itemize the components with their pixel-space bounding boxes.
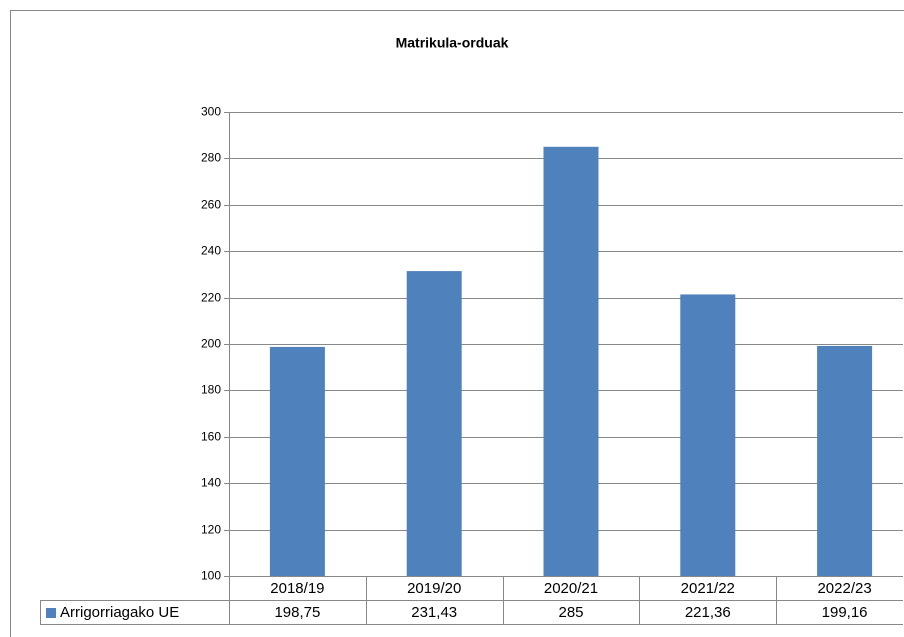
y-tick-label: 220 bbox=[201, 291, 221, 305]
data-table-value: 285 bbox=[558, 604, 583, 621]
x-tick-label: 2022/23 bbox=[817, 580, 871, 597]
x-tick-label: 2019/20 bbox=[407, 580, 461, 597]
y-tick-label: 240 bbox=[201, 244, 221, 258]
data-table-value: 221,36 bbox=[685, 604, 731, 621]
bar bbox=[817, 345, 873, 576]
data-table-value: 199,16 bbox=[822, 604, 868, 621]
bar bbox=[680, 294, 736, 576]
legend-key bbox=[46, 608, 56, 618]
y-tick-label: 100 bbox=[201, 569, 221, 583]
y-tick-label: 280 bbox=[201, 151, 221, 165]
chart-title: Matrikula-orduak bbox=[396, 35, 509, 51]
x-tick-label: 2018/19 bbox=[270, 580, 324, 597]
y-tick-label: 300 bbox=[201, 105, 221, 119]
bar bbox=[406, 271, 462, 576]
y-tick-label: 160 bbox=[201, 430, 221, 444]
y-tick-label: 180 bbox=[201, 383, 221, 397]
x-tick-label: 2021/22 bbox=[681, 580, 735, 597]
data-table-value: 198,75 bbox=[274, 604, 320, 621]
bar bbox=[269, 346, 325, 576]
bar bbox=[543, 146, 599, 577]
y-tick-label: 260 bbox=[201, 198, 221, 212]
y-tick-label: 140 bbox=[201, 476, 221, 490]
data-table-value: 231,43 bbox=[411, 604, 457, 621]
legend-label: Arrigorriagako UE bbox=[60, 604, 179, 621]
y-tick-label: 200 bbox=[201, 337, 221, 351]
y-tick-label: 120 bbox=[201, 523, 221, 537]
x-tick-label: 2020/21 bbox=[544, 580, 598, 597]
